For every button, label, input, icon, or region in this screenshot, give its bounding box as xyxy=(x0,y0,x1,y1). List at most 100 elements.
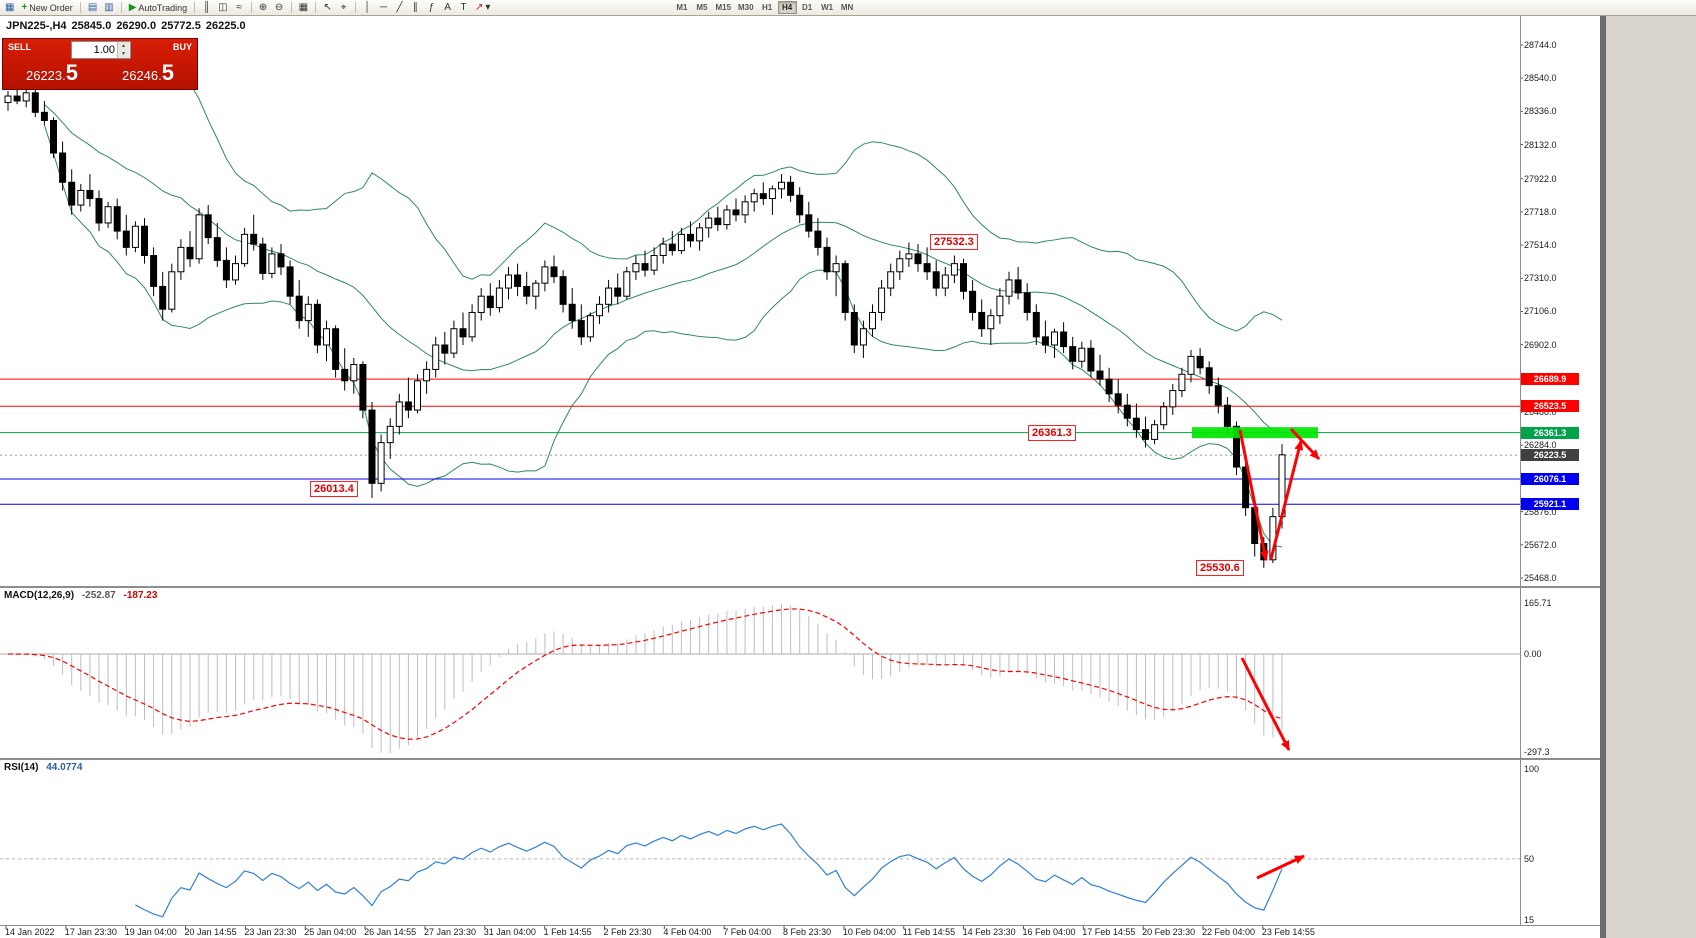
trend-arrow[interactable] xyxy=(1256,854,1305,880)
candle-body xyxy=(50,119,57,154)
text-label-tool-button[interactable]: T xyxy=(456,1,471,15)
candle-body xyxy=(869,311,876,330)
timeframe-button-m1[interactable]: M1 xyxy=(672,1,691,14)
candle-body xyxy=(77,189,85,206)
candle-body xyxy=(778,181,785,190)
trend-arrow[interactable] xyxy=(1238,429,1269,561)
candle-body xyxy=(841,263,849,313)
lot-spinner: ▲ ▼ xyxy=(117,42,129,58)
candle-body xyxy=(787,181,795,196)
crosshair-tool-button[interactable]: ⌖ xyxy=(336,1,351,15)
candle-body xyxy=(823,246,831,273)
new-chart-button[interactable]: ▦ xyxy=(2,1,17,15)
candle-body xyxy=(532,282,540,297)
trend-arrow[interactable] xyxy=(1240,657,1291,751)
candle-body xyxy=(668,243,676,252)
candle-body xyxy=(1151,424,1159,440)
candle-body xyxy=(1187,355,1195,375)
candle-body xyxy=(1078,347,1086,362)
market-watch-button[interactable]: ▤ xyxy=(85,1,100,15)
cursor-tool-button[interactable]: ↖ xyxy=(320,1,335,15)
candle-body xyxy=(1005,279,1013,297)
timeframe-button-m30[interactable]: M30 xyxy=(735,1,757,14)
line-chart-icon: ≈ xyxy=(236,1,242,13)
macd-panel-divider[interactable] xyxy=(0,586,1600,588)
candlestick-series xyxy=(4,86,1286,568)
text-tool-button[interactable]: A xyxy=(440,1,455,15)
right-scroll-strip[interactable] xyxy=(1600,16,1606,938)
lot-spinner-down[interactable]: ▼ xyxy=(118,50,129,58)
new-order-button[interactable]: + New Order xyxy=(18,1,75,15)
profiles-button[interactable]: ▥ xyxy=(101,1,116,15)
trendline-tool-button[interactable]: ╱ xyxy=(392,1,407,15)
candle-body xyxy=(95,198,103,224)
timeframe-button-mn[interactable]: MN xyxy=(838,1,857,14)
candle-body xyxy=(1087,347,1095,372)
lot-size-input[interactable] xyxy=(72,42,117,58)
arrows-tool-button[interactable]: ↗ ▾ xyxy=(472,1,493,15)
candle-body xyxy=(495,287,503,309)
timeframe-button-d1[interactable]: D1 xyxy=(798,1,817,14)
tile-windows-button[interactable]: ▦ xyxy=(296,1,311,15)
candlestick-chart-button[interactable]: ◫ xyxy=(215,1,230,15)
candle-body xyxy=(1196,355,1204,369)
rsi-panel-divider[interactable] xyxy=(0,758,1600,760)
line-chart-button[interactable]: ≈ xyxy=(232,1,247,15)
window-right-gutter xyxy=(1606,16,1696,938)
timeframe-button-m5[interactable]: M5 xyxy=(692,1,711,14)
candle-body xyxy=(441,344,449,354)
lot-spinner-up[interactable]: ▲ xyxy=(118,42,129,50)
rsi-value: 44.0774 xyxy=(46,762,83,773)
candle-body xyxy=(796,194,804,216)
bar-chart-icon: ║ xyxy=(203,1,211,13)
autotrading-button[interactable]: ▶ AutoTrading xyxy=(126,1,190,15)
macd-name: MACD(12,26,9) xyxy=(4,590,75,601)
timeframe-button-m15[interactable]: M15 xyxy=(712,1,734,14)
toolbar-separator xyxy=(194,2,196,13)
candle-body xyxy=(59,152,67,183)
candle-body xyxy=(1023,292,1031,313)
channel-tool-button[interactable]: ∥ xyxy=(408,1,423,15)
tile-windows-icon: ▦ xyxy=(298,1,309,13)
toolbar-separator xyxy=(120,2,122,13)
zoom-out-button[interactable]: ⊖ xyxy=(272,1,287,15)
rsi-label-row: RSI(14) 44.0774 xyxy=(4,762,82,773)
spinner-up-icon: ▲ xyxy=(121,42,126,49)
candle-body xyxy=(377,442,385,484)
trend-arrow[interactable] xyxy=(1289,427,1321,461)
candle-body xyxy=(250,233,258,245)
fibonacci-tool-button[interactable]: ƒ xyxy=(424,1,439,15)
bar-chart-button[interactable]: ║ xyxy=(199,1,214,15)
candle-body xyxy=(486,295,494,309)
candle-body xyxy=(395,401,403,427)
candle-body xyxy=(40,111,48,121)
timeframe-button-h4[interactable]: H4 xyxy=(777,1,797,14)
candle-body xyxy=(313,303,321,346)
candle-body xyxy=(832,263,840,273)
candle-body xyxy=(204,214,212,239)
candle-body xyxy=(1096,370,1104,380)
vertical-line-tool-button[interactable]: │ xyxy=(360,1,375,15)
trend-arrow[interactable] xyxy=(1269,440,1304,560)
candle-body xyxy=(104,206,112,224)
candle-body xyxy=(22,92,30,102)
price-axis-border xyxy=(1520,16,1521,925)
timeframe-button-h1[interactable]: H1 xyxy=(758,1,777,14)
support-zone-rectangle[interactable] xyxy=(1192,427,1318,439)
timeframe-button-w1[interactable]: W1 xyxy=(818,1,837,14)
chart-window-icon: ▦ xyxy=(5,1,15,13)
candle-body xyxy=(1233,425,1240,468)
ohlc-low: 25772.5 xyxy=(161,20,201,32)
zoom-in-button[interactable]: ⊕ xyxy=(256,1,271,15)
candle-body xyxy=(850,311,858,346)
horizontal-line-tool-button[interactable]: ─ xyxy=(376,1,391,15)
trendline-icon: ╱ xyxy=(396,1,403,13)
lot-size-box: ▲ ▼ xyxy=(71,41,131,59)
candle-body xyxy=(386,425,394,444)
candle-body xyxy=(978,311,986,330)
candle-body xyxy=(1041,336,1049,346)
autotrading-play-icon: ▶ xyxy=(128,1,137,13)
candle-body xyxy=(1223,404,1231,427)
candle-body xyxy=(1123,404,1131,419)
